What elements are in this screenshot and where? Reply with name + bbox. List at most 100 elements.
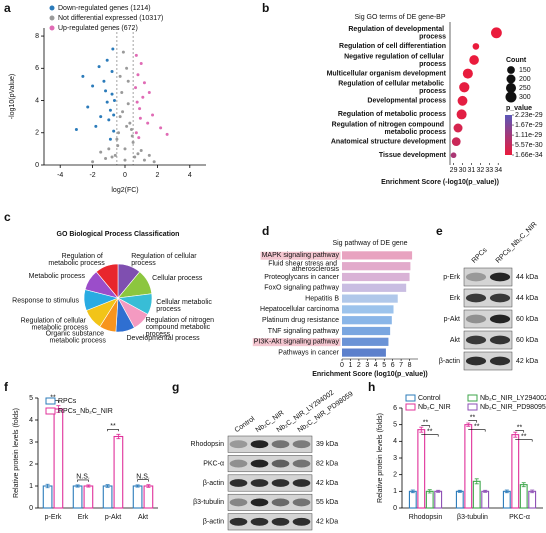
y-tick-label: 3 xyxy=(29,439,33,446)
x-tick-label: 7 xyxy=(399,362,403,369)
x-tick-label: p-Erk xyxy=(45,514,62,521)
x-tick-label: 0 xyxy=(340,362,344,369)
significance-label: N.S. xyxy=(76,474,90,481)
point xyxy=(134,131,138,135)
significance-bracket xyxy=(421,425,431,428)
legend-marker xyxy=(405,403,416,411)
size-label: 42 kDa xyxy=(316,480,338,487)
row-label: β-actin xyxy=(203,480,224,487)
text-line: metabolic process xyxy=(385,129,447,136)
error-bar xyxy=(513,431,518,438)
row-label: β3-tubulin xyxy=(193,499,224,506)
y-tick-label: 8 xyxy=(35,33,39,40)
chart-title: GO Biological Process Classification xyxy=(57,231,180,238)
x-tick-label: 4 xyxy=(374,362,378,369)
bar xyxy=(42,485,53,509)
point xyxy=(99,150,103,154)
error-bar xyxy=(419,426,424,433)
blot-band xyxy=(229,459,248,468)
text-line: Regulation of developmental xyxy=(348,26,446,33)
legend-marker xyxy=(45,397,56,405)
point xyxy=(139,61,143,65)
y-tick-label: 0 xyxy=(29,505,33,512)
x-tick-label: p-Akt xyxy=(105,514,121,521)
pie-slice xyxy=(95,263,119,299)
error-bar xyxy=(56,405,61,413)
label-highlight xyxy=(252,338,341,347)
slice-label: Regulation of metabolic process xyxy=(48,253,105,267)
text-line: Regulation of nitrogen xyxy=(146,317,216,324)
significance-label: ** xyxy=(474,424,480,431)
bar xyxy=(342,316,392,325)
blot-band xyxy=(465,335,487,345)
point xyxy=(133,155,137,159)
legend-label: Nb₂C_NIR xyxy=(418,404,451,411)
point xyxy=(130,134,134,138)
text-line: metabolic process xyxy=(50,337,107,344)
blot-band xyxy=(292,498,311,507)
bar xyxy=(342,348,386,357)
text-line: compound metabolic xyxy=(146,324,213,331)
text-line: Fluid shear stress and xyxy=(268,260,339,267)
point xyxy=(97,65,101,69)
size-legend-label: 200 xyxy=(519,76,531,83)
point xyxy=(74,128,78,132)
error-bar xyxy=(521,482,526,488)
blot-band xyxy=(465,356,487,366)
legend-label: Nb₂C_NIR_LY294002 xyxy=(480,395,546,402)
error-bar xyxy=(483,489,488,493)
x-tick-label: β3-tubulin xyxy=(457,514,488,521)
category-label: Regulation of cell differentiation xyxy=(339,43,446,50)
significance-label: ** xyxy=(110,423,116,430)
category-label: TNF signaling pathway xyxy=(268,328,340,335)
category-label: Regulation of nitrogen compound metaboli… xyxy=(332,121,446,136)
size-label: 39 kDa xyxy=(316,441,338,448)
bar xyxy=(83,485,94,509)
blot-band xyxy=(465,272,487,282)
error-bar xyxy=(436,489,441,493)
category-label: Platinum drug resistance xyxy=(262,317,339,324)
size-legend-title: Count xyxy=(506,57,527,64)
point xyxy=(91,84,95,88)
blot-band xyxy=(489,272,511,282)
point xyxy=(141,95,145,99)
category-label: Tissue development xyxy=(379,152,447,159)
bar xyxy=(342,326,391,336)
category-label: Fluid shear stress and atherosclerosis xyxy=(268,260,339,273)
error-bar xyxy=(410,489,415,494)
point xyxy=(104,89,108,93)
blot-band xyxy=(292,459,311,468)
blot-band xyxy=(292,517,311,526)
row-label: Rhodopsin xyxy=(191,441,225,448)
point xyxy=(125,66,129,70)
size-label: 60 kDa xyxy=(516,337,538,344)
point xyxy=(108,108,112,112)
bar xyxy=(425,490,434,509)
bar xyxy=(102,485,113,509)
significance-label: ** xyxy=(423,420,429,427)
error-bar xyxy=(105,484,110,488)
size-legend-label: 300 xyxy=(519,94,531,101)
error-bar xyxy=(474,478,479,485)
blot-band xyxy=(465,314,487,324)
point xyxy=(116,144,120,148)
x-tick-label: 34 xyxy=(494,167,502,174)
x-tick-label: -2 xyxy=(89,172,95,179)
point xyxy=(126,102,130,106)
bar xyxy=(53,408,64,509)
x-axis-label: Enrichment Score (log10(p_value)) xyxy=(312,371,428,378)
blot-band xyxy=(489,314,511,324)
point xyxy=(151,113,155,117)
legend-label: Not differential expressed (10317) xyxy=(58,15,163,22)
error-bar xyxy=(466,422,471,427)
size-label: 60 kDa xyxy=(516,316,538,323)
error-bar xyxy=(530,489,535,494)
point xyxy=(147,153,151,157)
y-tick-label: 2 xyxy=(29,461,33,468)
text-line: Negative regulation of cellular xyxy=(344,53,446,60)
blot-strip xyxy=(227,513,313,531)
bubble xyxy=(491,27,502,39)
x-tick-label: 0 xyxy=(123,172,127,179)
blot-band xyxy=(489,293,511,303)
size-legend-marker xyxy=(507,66,515,74)
